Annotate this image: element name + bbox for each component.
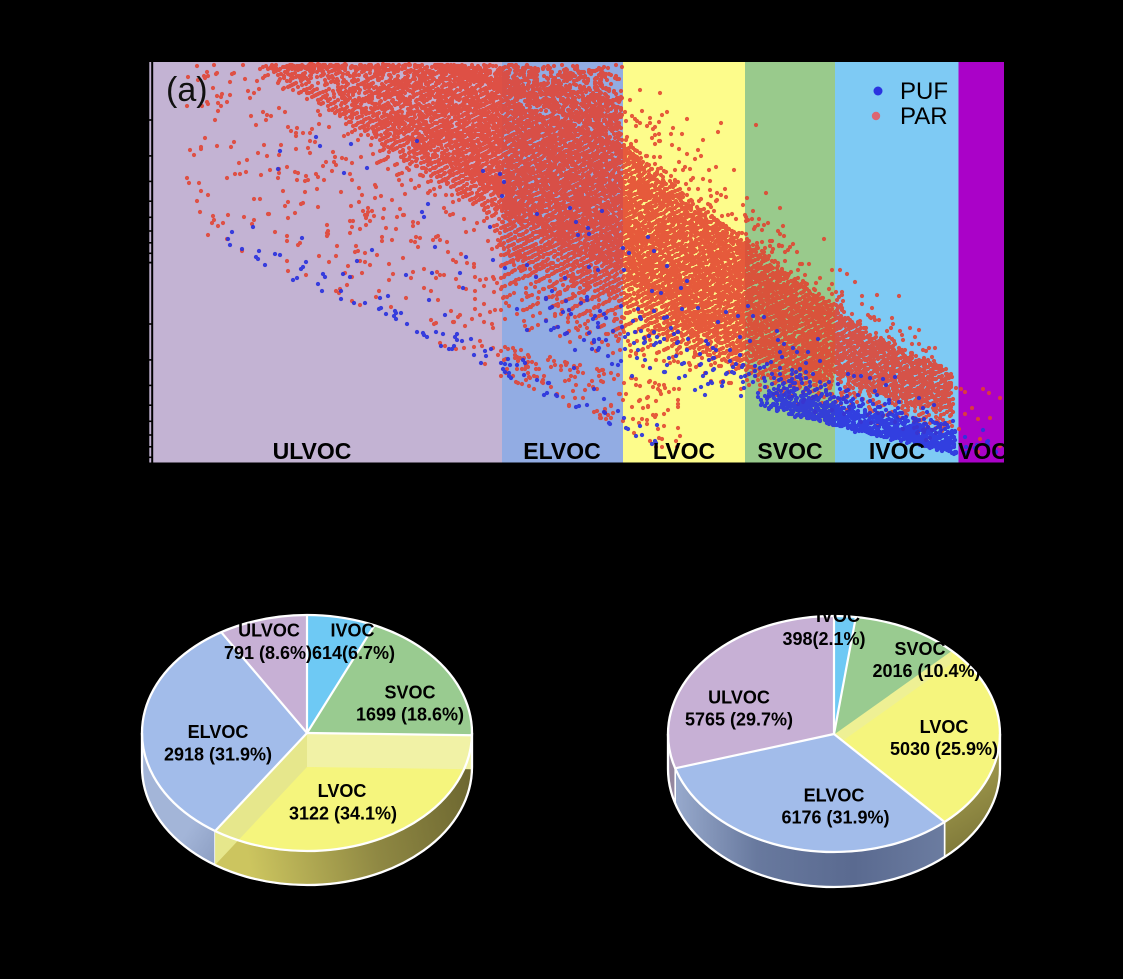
svg-text:SVOC: SVOC — [894, 639, 945, 659]
svg-text:ULVOC: ULVOC — [238, 621, 300, 641]
svg-text:IVOC: IVOC — [330, 621, 374, 641]
svg-text:LVOC: LVOC — [920, 717, 969, 737]
svg-text:614(6.7%): 614(6.7%) — [312, 643, 395, 663]
svg-text:ELVOC: ELVOC — [188, 722, 249, 742]
svg-text:PUF: PUF — [900, 78, 948, 105]
svg-text:PAR: PAR — [900, 103, 948, 130]
svg-text:5030 (25.9%): 5030 (25.9%) — [890, 739, 998, 759]
svg-text:5765 (29.7%): 5765 (29.7%) — [685, 710, 793, 730]
svg-text:(a): (a) — [166, 71, 208, 109]
svg-text:1699 (18.6%): 1699 (18.6%) — [356, 705, 464, 725]
svg-text:2918 (31.9%): 2918 (31.9%) — [164, 744, 272, 764]
svg-text:SVOC: SVOC — [757, 438, 822, 464]
svg-text:3122 (34.1%): 3122 (34.1%) — [289, 803, 397, 823]
svg-text:398(2.1%): 398(2.1%) — [782, 629, 865, 649]
svg-text:SVOC: SVOC — [384, 683, 435, 703]
svg-text:2016 (10.4%): 2016 (10.4%) — [872, 661, 980, 681]
svg-text:ULVOC: ULVOC — [273, 438, 352, 464]
svg-text:791 (8.6%): 791 (8.6%) — [224, 643, 312, 663]
svg-text:6176 (31.9%): 6176 (31.9%) — [781, 808, 889, 828]
svg-text:IVOC: IVOC — [869, 438, 925, 464]
svg-text:VOC: VOC — [958, 438, 1008, 464]
svg-text:ULVOC: ULVOC — [708, 688, 770, 708]
svg-text:IVOC: IVOC — [816, 606, 860, 626]
svg-text:LVOC: LVOC — [653, 438, 715, 464]
svg-text:ELVOC: ELVOC — [523, 438, 601, 464]
svg-text:LVOC: LVOC — [318, 781, 367, 801]
svg-text:ELVOC: ELVOC — [804, 786, 865, 806]
